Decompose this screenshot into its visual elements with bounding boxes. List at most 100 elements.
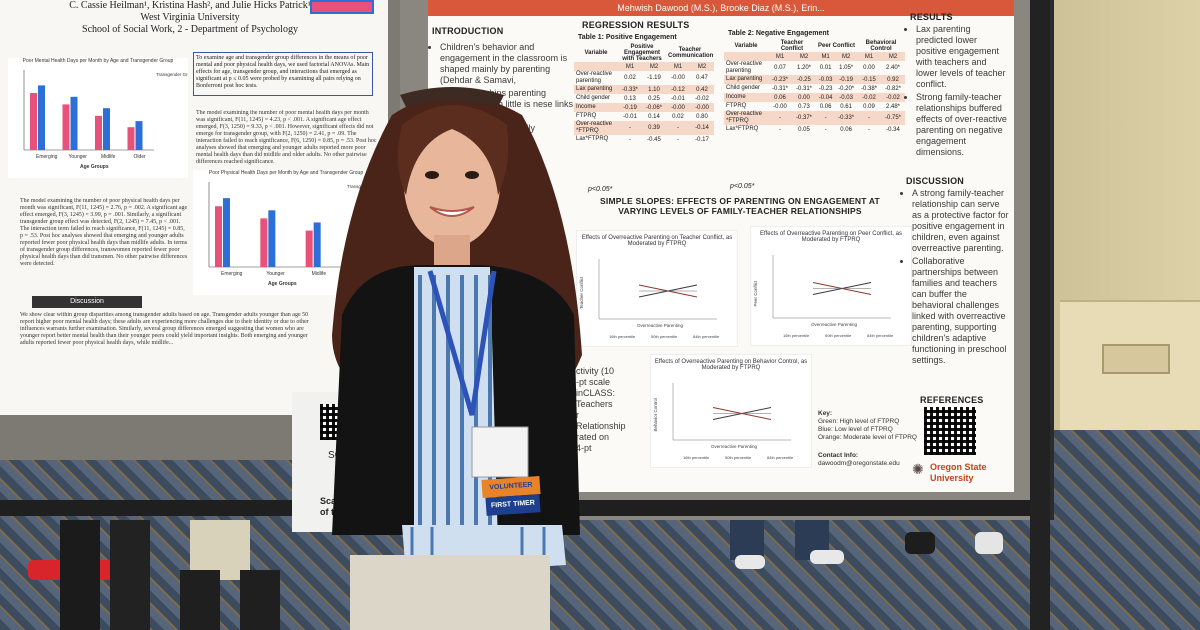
slope-y-label: Teacher Conflict — [579, 276, 584, 309]
table-cell: 1.10 — [642, 85, 666, 94]
discussion-label: Discussion — [32, 296, 142, 308]
table-cell: -0.01 — [618, 112, 642, 121]
table-cell: -0.17 — [690, 135, 714, 144]
table-cell: -0.04 — [816, 93, 836, 102]
table-header: Teacher Conflict — [780, 40, 804, 52]
table-positive-engagement: Variable Positive Engagement with Teacher… — [574, 44, 714, 144]
mental-health-chart: Poor Mental Health Days per Month by Age… — [8, 58, 196, 178]
table-cell: -0.15 — [857, 75, 882, 84]
table-subheader-blank — [574, 62, 618, 71]
table-cell: 0.00 — [792, 93, 816, 102]
results-bullets: Lax parenting predicted lower positive e… — [906, 24, 1010, 158]
table-cell: - — [816, 125, 836, 134]
table-cell: 0.00 — [857, 61, 882, 75]
chart-x-label: Age Groups — [80, 164, 109, 170]
table-cell: -0.14 — [690, 121, 714, 135]
table-cell: 0.25 — [642, 94, 666, 103]
bar-blue — [38, 85, 45, 150]
table-cell: 1.05* — [835, 61, 858, 75]
table-cell: - — [618, 121, 642, 135]
table-cell: - — [666, 135, 690, 144]
table-row: Income -0.19 -0.06* -0.00 -0.00 — [574, 103, 714, 112]
table-subheader: M2 — [642, 62, 666, 71]
slope-chart-behavior-control: Effects of Overreactive Parenting on Beh… — [650, 354, 812, 468]
table-cell: Child gender — [724, 84, 768, 93]
contact-email: dawoodm@oregonstate.edu — [818, 460, 900, 467]
table-cell: - — [768, 125, 792, 134]
table-cell: - — [857, 111, 882, 125]
chart-category-label: Midlife — [312, 271, 327, 277]
table-cell: -1.19 — [642, 71, 666, 85]
key-legend: Key: Green: High level of FTPRQ Blue: Low… — [818, 410, 918, 468]
table-cell: -0.00 — [690, 103, 714, 112]
method-fragment-4: r Relationship — [576, 410, 626, 431]
chart-category-label: Younger — [266, 271, 285, 277]
table-cell: - — [666, 121, 690, 135]
table-header: Peer Conflict — [818, 43, 856, 49]
physical-chart-title: Poor Physical Health Days per Month by A… — [208, 170, 364, 176]
table1-title: Table 1: Positive Engagement — [578, 34, 677, 41]
table-subheader: M1 — [768, 52, 792, 61]
physical-health-text: The model examining the number of poor p… — [20, 198, 188, 267]
table-cell: -0.02 — [881, 93, 906, 102]
table-row: Lax*FTPRQ - -0.45- -0.17 — [574, 135, 714, 144]
first-timer-ribbon: FIRST TIMER — [485, 494, 541, 516]
table-cell: -0.19 — [835, 75, 858, 84]
methods-box: To examine age and transgender group dif… — [193, 52, 373, 96]
table-row: Over-reactive *FTPRQ - -0.37* - -0.33* - -0.75… — [724, 111, 906, 125]
table-row: Over-reactive parenting 0.02 -1.19 -0.00 0.4… — [574, 71, 714, 85]
slope-legend-entry: 16th percentile — [609, 334, 636, 339]
table-row: Lax parenting -0.33* 1.10 -0.12 0.42 — [574, 85, 714, 94]
table-cell: Over-reactive *FTPRQ — [574, 121, 618, 135]
slope-x-label: Overreactive Parenting — [811, 322, 858, 327]
table-cell: Income — [574, 103, 618, 112]
chart-category-label: Older — [134, 154, 147, 160]
method-fragment-5: rated on 4-pt — [576, 432, 610, 453]
slope-x-label: Overreactive Parenting — [637, 323, 684, 328]
chart-category-label: Younger — [69, 154, 88, 160]
table-subheader: M2 — [690, 62, 714, 71]
bar-blue — [103, 108, 110, 150]
table-cell: Lax parenting — [724, 75, 768, 84]
table-cell: -0.33* — [618, 85, 642, 94]
chart-category-label: Midlife — [101, 154, 116, 160]
bar-pink — [260, 218, 268, 267]
results-bullet-1: Strong family-teacher relationships buff… — [916, 92, 1010, 158]
table-cell: 0.42 — [690, 85, 714, 94]
discussion-text: A strong family-teacher relationship can… — [902, 188, 1010, 368]
table-cell: 0.13 — [618, 94, 642, 103]
table-cell: -0.75* — [881, 111, 906, 125]
qr-code-references — [924, 407, 976, 455]
mental-chart-plot: Emerging Younger Midlife Older Transgender G… — [23, 70, 196, 170]
table-cell: -0.45 — [642, 135, 666, 144]
table-cell: - — [618, 135, 642, 144]
table-cell: - — [768, 111, 792, 125]
method-fragment-0: ctivity (10 — [576, 366, 615, 376]
table2-title: Table 2: Negative Engagement — [728, 30, 830, 37]
osu-sub: University — [930, 473, 974, 483]
table-row: Income 0.06 0.00 -0.04 -0.03 -0.02 -0.02 — [724, 93, 906, 102]
table-cell: FTPRQ — [724, 102, 768, 111]
discussion-bullets: A strong family-teacher relationship can… — [902, 188, 1010, 366]
poster-author-bar: Mehwish Dawood (M.S.), Brooke Diaz (M.S.… — [428, 0, 1014, 16]
osu-name: Oregon State — [930, 462, 987, 472]
left-discussion-text: We show clear within group disparities a… — [20, 312, 309, 346]
slope-legend-entry: 50th percentile — [725, 455, 752, 460]
table-row: FTPRQ -0.01 0.14 0.02 0.80 — [574, 112, 714, 121]
method-fragment-1: -pt scale — [576, 377, 611, 387]
table-cell: -0.03 — [835, 93, 858, 102]
table-cell: -0.00 — [666, 103, 690, 112]
table-cell: - — [857, 125, 882, 134]
table-row: Lax parenting -0.23* -0.25 -0.03 -0.19 -0.15 0… — [724, 75, 906, 84]
chart-x-label: Age Groups — [268, 281, 297, 287]
table-cell: 0.01 — [816, 61, 836, 75]
bar-blue — [70, 96, 78, 150]
table-cell: 0.07 — [768, 61, 792, 75]
chart-category-label: Emerging — [36, 154, 58, 160]
simple-slopes-heading: SIMPLE SLOPES: EFFECTS OF PARENTING ON E… — [600, 196, 880, 216]
table-cell: -0.02 — [690, 94, 714, 103]
table-cell: -0.37* — [792, 111, 816, 125]
slope-legend-entry: 50th percentile — [651, 334, 678, 339]
discussion-bullet-0: A strong family-teacher relationship can… — [912, 188, 1010, 254]
table-cell: Over-reactive parenting — [574, 71, 618, 85]
